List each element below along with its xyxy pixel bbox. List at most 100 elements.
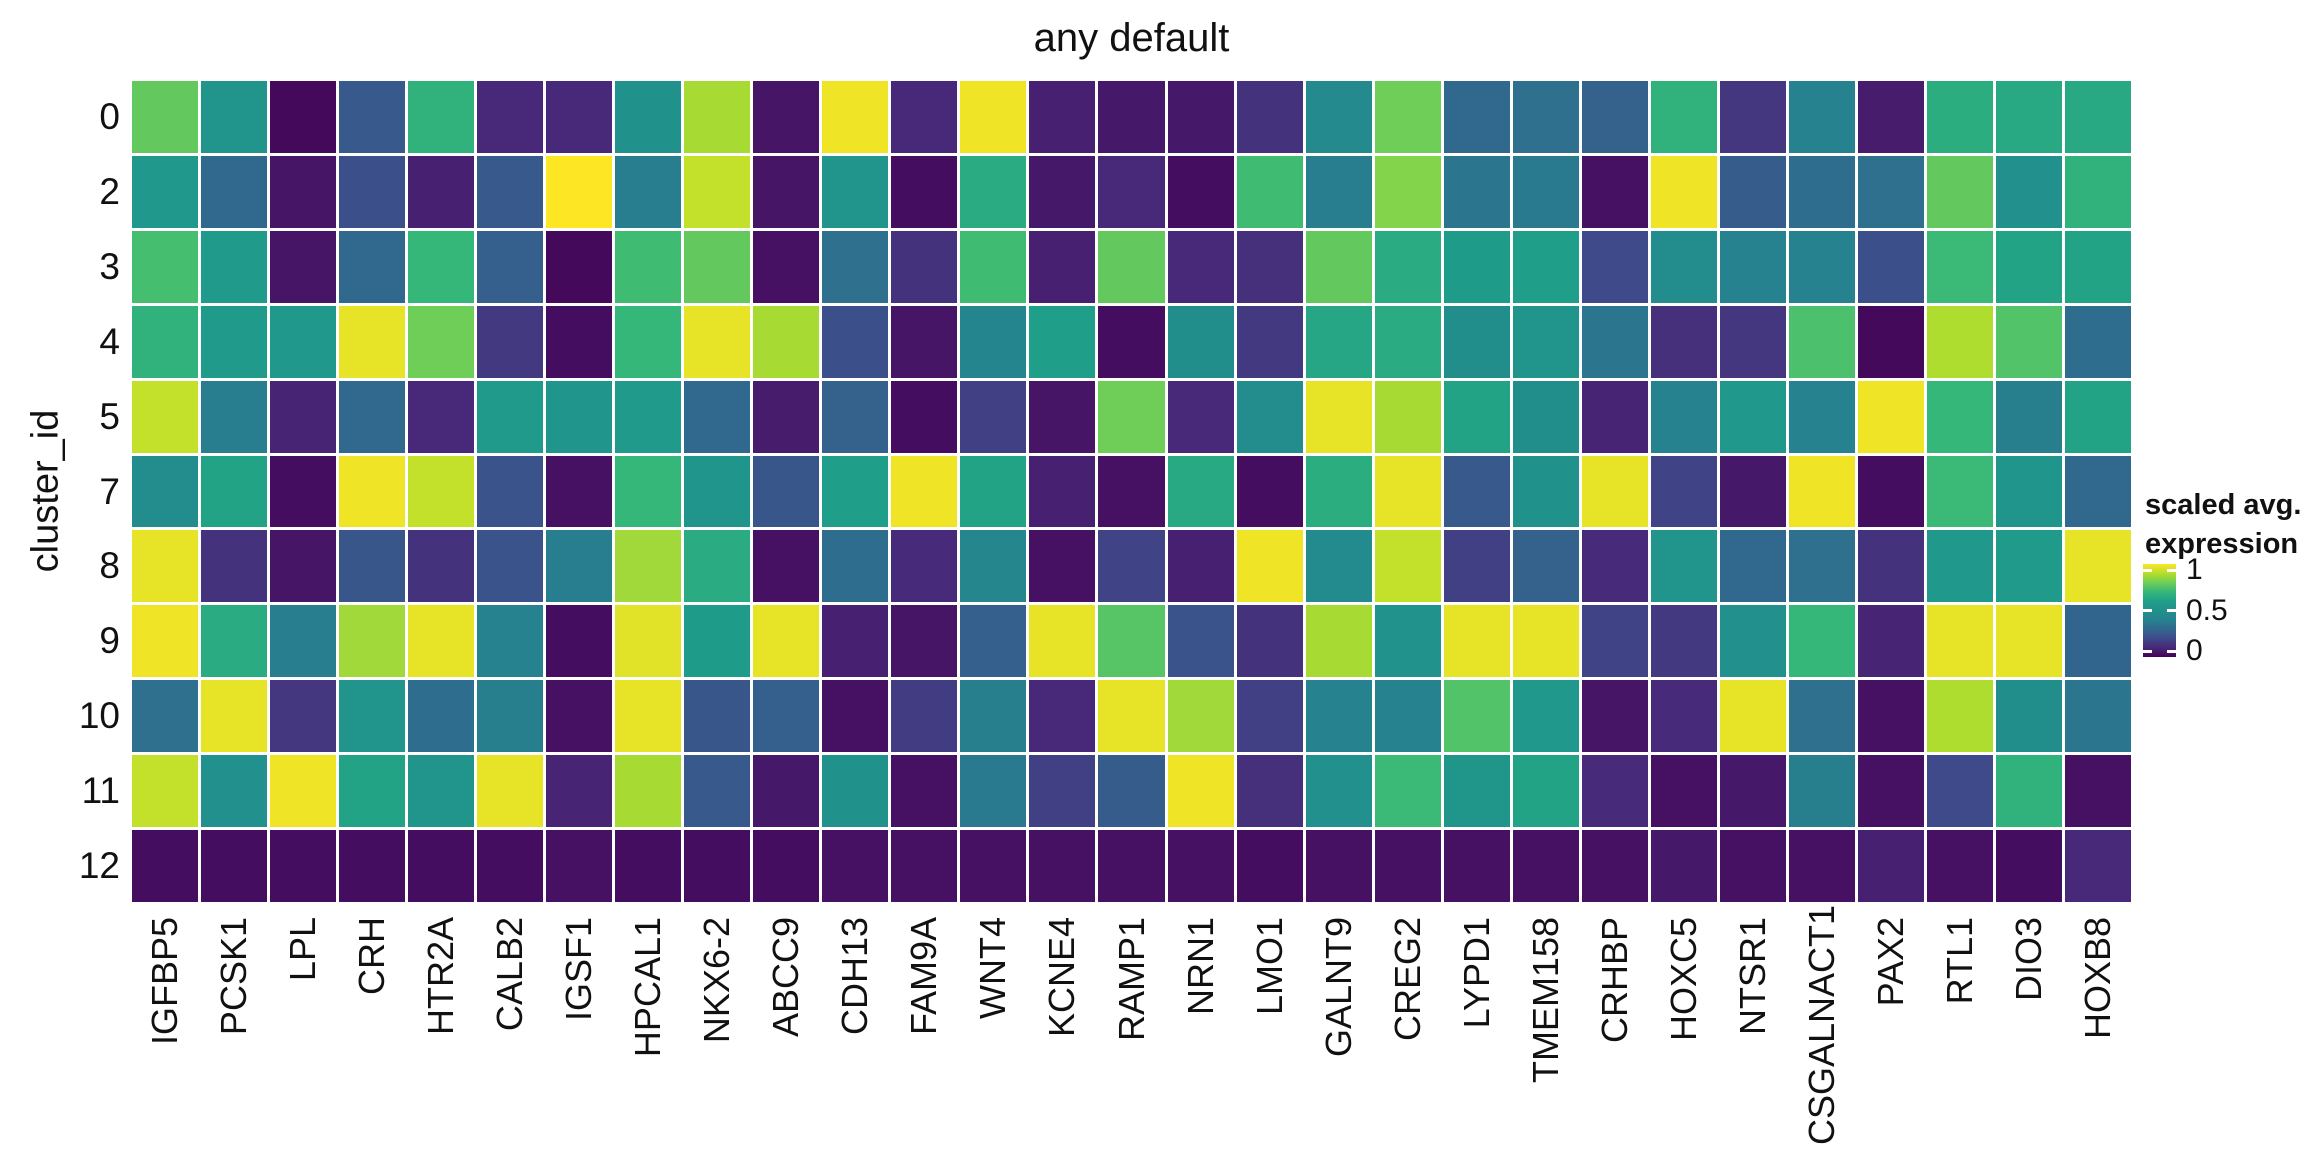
heatmap-cell	[1029, 155, 1096, 228]
heatmap-cell	[753, 81, 820, 153]
heatmap-cell	[1236, 81, 1303, 153]
heatmap-cell	[1443, 230, 1510, 303]
heatmap-cell	[2064, 230, 2131, 303]
heatmap-cell	[1788, 530, 1855, 603]
heatmap-cell	[960, 305, 1027, 378]
heatmap-cell	[132, 155, 199, 228]
heatmap-cell	[477, 380, 544, 453]
heatmap-cell	[1581, 680, 1648, 753]
x-axis-tick-label: KCNE4	[1041, 917, 1083, 1038]
heatmap-cell	[201, 81, 268, 153]
heatmap-cell	[684, 380, 751, 453]
heatmap-cell	[960, 230, 1027, 303]
heatmap-cell	[1650, 755, 1717, 828]
heatmap-cell	[1443, 605, 1510, 678]
heatmap-grid	[132, 81, 2131, 902]
heatmap-cell	[1788, 680, 1855, 753]
heatmap-cell	[408, 455, 475, 528]
heatmap-cell	[477, 830, 544, 902]
heatmap-cell	[1167, 830, 1234, 902]
heatmap-cell	[1098, 380, 1165, 453]
heatmap-cell	[615, 455, 682, 528]
heatmap-cell	[1512, 680, 1579, 753]
heatmap-cell	[546, 830, 613, 902]
heatmap-cell	[201, 755, 268, 828]
heatmap-cell	[684, 81, 751, 153]
heatmap-cell	[2064, 81, 2131, 153]
heatmap-cell	[1788, 230, 1855, 303]
heatmap-cell	[1029, 230, 1096, 303]
heatmap-cell	[546, 305, 613, 378]
heatmap-cell	[684, 230, 751, 303]
y-axis-tick-label: 5	[99, 395, 120, 437]
heatmap-cell	[1857, 530, 1924, 603]
heatmap-cell	[684, 530, 751, 603]
heatmap-cell	[1029, 380, 1096, 453]
heatmap-cell	[477, 530, 544, 603]
heatmap-cell	[1512, 755, 1579, 828]
heatmap-cell	[1788, 81, 1855, 153]
heatmap-cell	[2064, 530, 2131, 603]
heatmap-cell	[1581, 81, 1648, 153]
heatmap-cell	[684, 680, 751, 753]
heatmap-cell	[753, 830, 820, 902]
x-axis-tick-label: PAX2	[1869, 917, 1911, 1007]
heatmap-cell	[684, 830, 751, 902]
heatmap-cell	[1305, 230, 1372, 303]
heatmap-cell	[1443, 81, 1510, 153]
heatmap-cell	[270, 755, 337, 828]
legend-tick-mark	[2143, 609, 2152, 612]
legend-tick-mark	[2143, 568, 2152, 572]
heatmap-cell	[615, 305, 682, 378]
heatmap-cell	[615, 380, 682, 453]
heatmap-cell	[1098, 155, 1165, 228]
heatmap-cell	[1719, 530, 1786, 603]
heatmap-cell	[1029, 530, 1096, 603]
heatmap-cell	[1236, 455, 1303, 528]
heatmap-cell	[1443, 155, 1510, 228]
heatmap-cell	[1305, 380, 1372, 453]
heatmap-cell	[1857, 230, 1924, 303]
heatmap-cell	[477, 81, 544, 153]
heatmap-cell	[201, 605, 268, 678]
heatmap-cell	[477, 455, 544, 528]
heatmap-cell	[684, 155, 751, 228]
heatmap-cell	[1236, 305, 1303, 378]
heatmap-cell	[1374, 605, 1441, 678]
heatmap-cell	[1305, 155, 1372, 228]
heatmap-cell	[1995, 81, 2062, 153]
heatmap-cell	[201, 830, 268, 902]
heatmap-cell	[1374, 680, 1441, 753]
heatmap-cell	[960, 81, 1027, 153]
heatmap-cell	[822, 81, 889, 153]
heatmap-cell	[270, 380, 337, 453]
heatmap-cell	[408, 755, 475, 828]
heatmap-cell	[1098, 305, 1165, 378]
heatmap-cell	[822, 155, 889, 228]
heatmap-cell	[1650, 305, 1717, 378]
heatmap-cell	[1374, 380, 1441, 453]
heatmap-cell	[1650, 81, 1717, 153]
heatmap-cell	[1926, 755, 1993, 828]
heatmap-cell	[270, 305, 337, 378]
x-axis-tick-label: LYPD1	[1455, 917, 1497, 1029]
heatmap-cell	[684, 605, 751, 678]
heatmap-cell	[615, 830, 682, 902]
heatmap-cell	[1305, 530, 1372, 603]
x-axis-tick-label: ABCC9	[765, 917, 807, 1038]
heatmap-cell	[615, 605, 682, 678]
heatmap-cell	[408, 81, 475, 153]
heatmap-cell	[1788, 380, 1855, 453]
y-axis-tick-label: 3	[99, 245, 120, 287]
heatmap-cell	[960, 455, 1027, 528]
heatmap-cell	[1029, 755, 1096, 828]
heatmap-cell	[546, 680, 613, 753]
heatmap-cell	[753, 305, 820, 378]
y-axis-tick-label: 4	[99, 320, 120, 362]
heatmap-cell	[1167, 380, 1234, 453]
heatmap-cell	[2064, 605, 2131, 678]
heatmap-cell	[477, 230, 544, 303]
heatmap-cell	[1305, 605, 1372, 678]
heatmap-cell	[1581, 305, 1648, 378]
heatmap-cell	[753, 755, 820, 828]
